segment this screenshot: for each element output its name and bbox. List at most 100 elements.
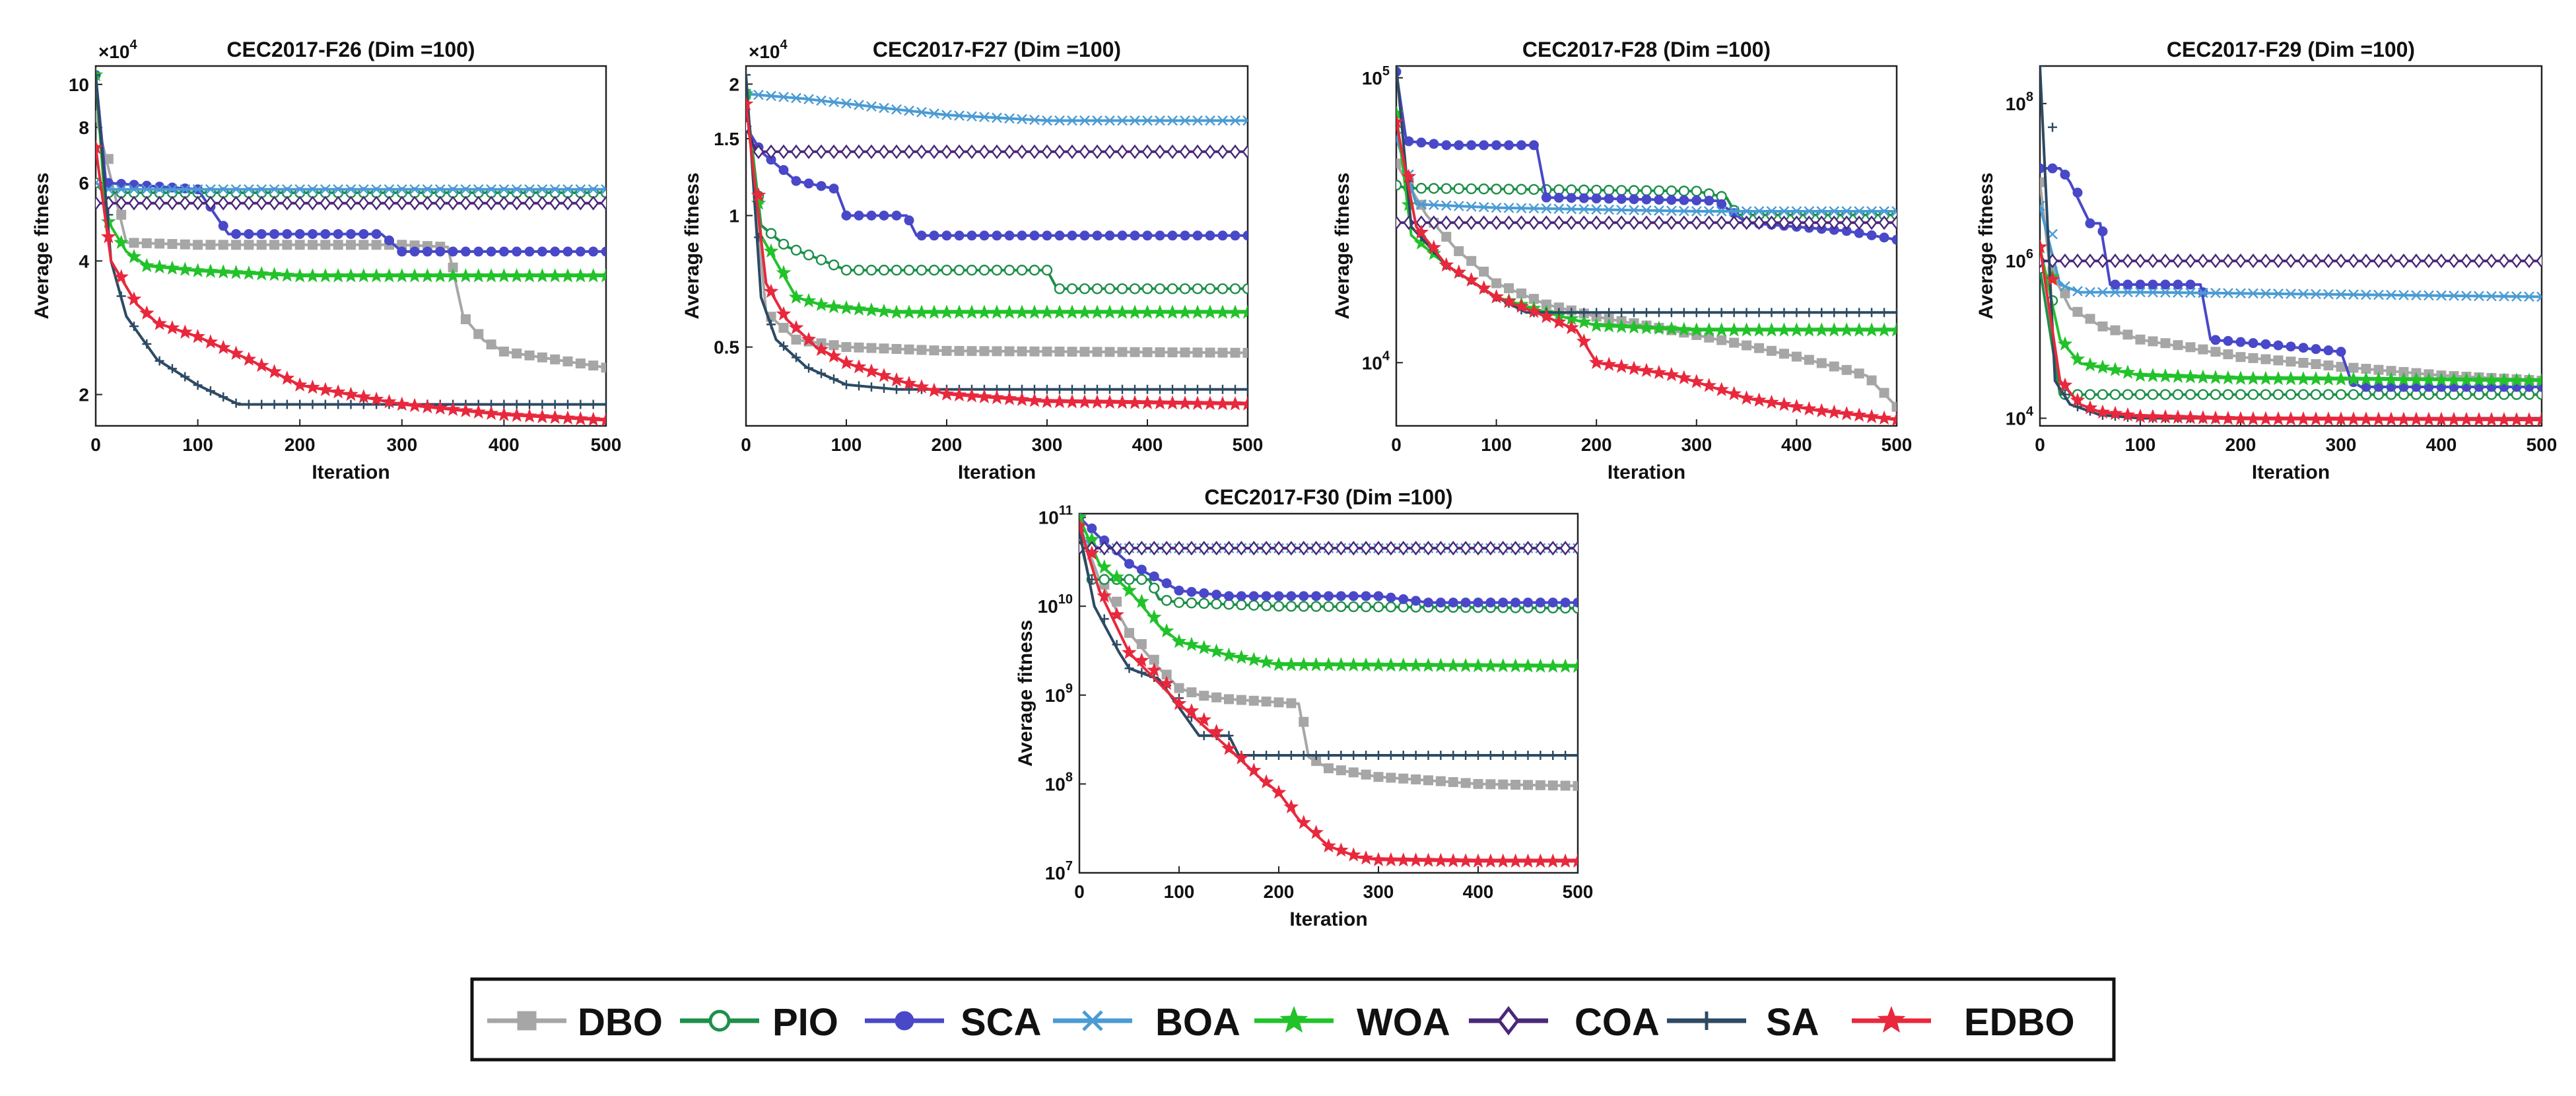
data-point-boa <box>2085 287 2095 298</box>
data-point-coa <box>1853 215 1865 230</box>
data-point-edbo <box>114 269 129 284</box>
data-point-woa <box>1039 304 1055 319</box>
data-point-boa <box>1155 115 1165 126</box>
data-point-boa <box>1217 115 1228 126</box>
data-point-pio <box>1091 283 1103 294</box>
data-point-sa <box>1243 384 1248 394</box>
data-point-boa <box>1691 206 1702 217</box>
data-point-dbo <box>1767 345 1777 356</box>
data-point-boa <box>601 184 606 195</box>
data-point-sa <box>1199 731 1209 741</box>
data-point-edbo <box>901 375 917 390</box>
data-point-dbo <box>2323 360 2334 371</box>
data-point-sca <box>1454 140 1464 151</box>
data-point-woa <box>1701 322 1717 337</box>
data-point-sa <box>766 320 776 329</box>
data-point-dbo <box>460 314 471 325</box>
data-point-sa <box>1767 308 1777 318</box>
data-point-coa <box>434 195 446 211</box>
data-point-woa <box>2358 371 2374 386</box>
data-point-woa <box>2346 371 2361 386</box>
data-point-dbo <box>2348 362 2359 373</box>
y-tick-label: 104 <box>1362 349 1390 373</box>
data-point-edbo <box>2082 399 2098 415</box>
data-point-pio <box>1248 599 1260 611</box>
data-point-edbo <box>864 363 879 378</box>
data-point-pio <box>1167 283 1178 294</box>
data-point-sca <box>1629 194 1639 205</box>
data-point-woa <box>1851 322 1867 337</box>
data-point-edbo <box>876 368 892 382</box>
data-point-pio <box>1603 184 1615 196</box>
data-point-boa <box>1092 115 1102 126</box>
data-point-edbo <box>951 387 967 402</box>
data-point-sa <box>346 399 356 409</box>
data-point-woa <box>1345 657 1361 672</box>
data-point-sa <box>576 399 586 409</box>
data-point-dbo <box>1560 780 1571 791</box>
data-point-dbo <box>1130 347 1140 357</box>
y-axis-label: Average fitness <box>31 172 53 319</box>
data-point-woa <box>2396 372 2412 386</box>
data-point-woa <box>1421 658 1436 672</box>
data-point-coa <box>1703 215 1715 230</box>
data-point-sca <box>1230 230 1240 241</box>
data-point-pio <box>1016 264 1028 276</box>
data-point-edbo <box>1739 390 1754 405</box>
data-point-sa <box>588 399 598 409</box>
data-point-pio <box>1242 283 1248 294</box>
data-point-dbo <box>2085 314 2095 324</box>
data-point-woa <box>826 298 842 314</box>
x-tick-label: 0 <box>1074 881 1085 902</box>
data-point-boa <box>992 112 1002 123</box>
data-point-edbo <box>1209 724 1224 738</box>
data-point-coa <box>916 144 928 159</box>
data-point-pio <box>2310 389 2322 400</box>
data-point-sa <box>1112 640 1122 650</box>
data-point-dbo <box>2248 353 2258 363</box>
data-point-woa <box>139 257 154 273</box>
data-point-coa <box>166 195 178 211</box>
data-point-sca <box>1560 598 1571 608</box>
data-point-sca <box>1155 230 1165 241</box>
data-point-woa <box>407 268 423 283</box>
data-point-woa <box>267 267 282 281</box>
data-point-dbo <box>1535 780 1545 790</box>
data-point-sca <box>167 182 178 193</box>
data-point-woa <box>2170 368 2186 383</box>
data-point-edbo <box>279 370 295 385</box>
data-point-edbo <box>496 407 512 421</box>
data-point-edbo <box>2120 407 2136 422</box>
x-tick-label: 500 <box>591 434 622 455</box>
legend-label-sa: SA <box>1766 1001 1819 1044</box>
data-point-coa <box>878 144 890 159</box>
data-point-woa <box>598 268 606 283</box>
data-point-woa <box>1789 322 1804 337</box>
data-point-coa <box>1016 144 1028 159</box>
data-point-sca <box>854 211 864 221</box>
data-point-edbo <box>751 187 766 202</box>
series-pio <box>746 88 1248 294</box>
data-point-sca <box>1553 193 1564 203</box>
x-axis-label: Iteration <box>1289 908 1367 930</box>
data-point-woa <box>1483 658 1499 673</box>
data-point-woa <box>1122 582 1137 598</box>
series-group <box>1079 514 1578 868</box>
data-point-sa <box>1193 384 1202 394</box>
series-edbo <box>1396 114 1897 426</box>
data-point-edbo <box>1421 852 1436 868</box>
data-point-sca <box>1666 195 1677 205</box>
data-point-woa <box>2333 371 2349 386</box>
data-point-woa <box>368 268 384 283</box>
data-point-boa <box>1142 115 1153 126</box>
data-point-dbo <box>1454 246 1464 256</box>
data-point-sca <box>1528 140 1539 151</box>
data-point-sa <box>537 399 547 409</box>
data-point-sca <box>979 230 990 241</box>
data-point-pio <box>1360 601 1372 613</box>
data-point-woa <box>1458 658 1474 673</box>
data-point-edbo <box>2408 411 2424 426</box>
data-point-woa <box>1383 657 1399 672</box>
data-point-sca <box>954 230 965 241</box>
data-point-woa <box>951 304 967 319</box>
